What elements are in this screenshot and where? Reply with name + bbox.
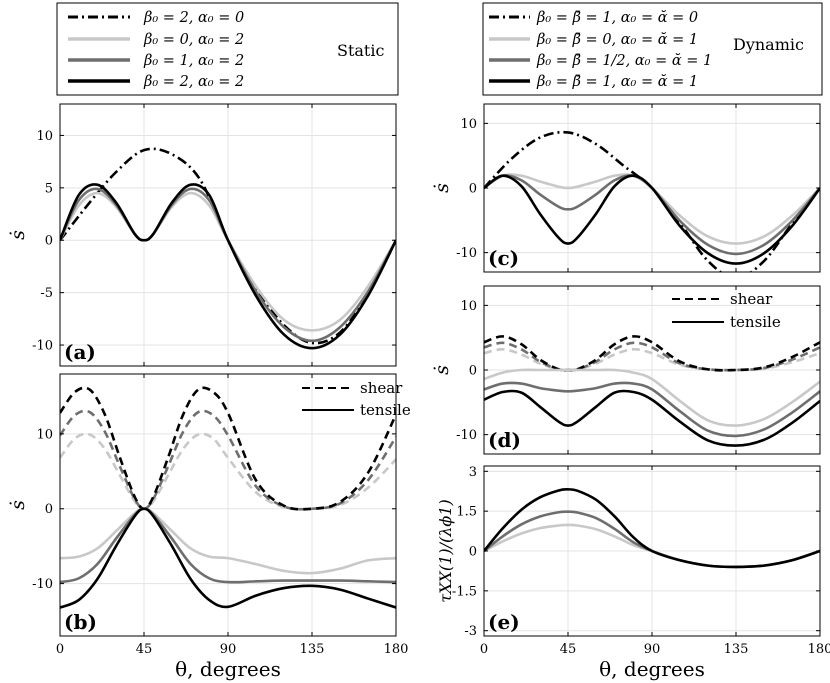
series-d-5 (484, 389, 820, 447)
legend-static: β₀ = 2, α₀ = 0 β₀ = 0, α₀ = 2 β₀ = 1, α₀… (56, 2, 399, 96)
series-b-2 (60, 386, 396, 511)
legend-dynamic-label-1: β₀ = β̆ = 1, α₀ = ᾰ = 0 (536, 10, 698, 26)
series-d-0 (484, 348, 820, 372)
series-c-2 (484, 174, 820, 256)
legend-static-label-3: β₀ = 1, α₀ = 2 (143, 53, 244, 69)
panel-label-d: (d) (488, 428, 521, 452)
ylabel-c: ṡ (431, 183, 453, 193)
ylabel-d: ṡ (431, 365, 453, 375)
ytick-label-b-1: 0 (45, 502, 53, 517)
series-a-2 (60, 187, 396, 343)
series-e-2 (484, 488, 820, 569)
ytick-label-b-2: 10 (36, 427, 53, 442)
ytick-label-a-3: 5 (45, 181, 53, 196)
annotation-d-1: tensile (730, 313, 781, 331)
ytick-label-d-0: -10 (456, 428, 477, 443)
xtick-label-e-2: 90 (644, 642, 661, 657)
series-a-0 (60, 147, 396, 345)
series-d-2 (484, 335, 820, 372)
legend-static-label-2: β₀ = 0, α₀ = 2 (143, 32, 244, 48)
ytick-label-e-0: -3 (464, 624, 477, 639)
xtick-label-e-3: 135 (724, 642, 749, 657)
ytick-label-e-3: 1.5 (456, 505, 477, 520)
ytick-label-d-1: 0 (469, 364, 477, 379)
panel-c: -10 0 10 (c) ṡ (431, 103, 821, 273)
annotation-b-1: tensile (360, 401, 411, 419)
xtick-label-b-0: 0 (56, 642, 64, 657)
series-a-1 (60, 191, 396, 332)
panel-e: 0 45 90 135 180 -3 -1.5 0 1.5 3 (e) τXX(1)/(λϕ1) θ, … (436, 465, 830, 681)
xtick-label-b-2: 90 (220, 642, 237, 657)
series-d-3 (484, 368, 820, 427)
xtick-label-b-4: 180 (384, 642, 409, 657)
ytick-label-a-0: -10 (32, 339, 53, 354)
ytick-label-d-2: 10 (460, 299, 477, 314)
series-a-3 (60, 183, 396, 350)
ylabel-e: τXX(1)/(λϕ1) (436, 499, 455, 602)
legend-dynamic-label-4: β₀ = β̆ = 1, α₀ = ᾰ = 1 (536, 74, 698, 90)
xtick-label-b-3: 135 (300, 642, 325, 657)
panel-a: -10 -5 0 5 10 (a) ṡ (7, 103, 397, 367)
ylabel-b: ṡ (7, 500, 29, 510)
legend-static-label-1: β₀ = 2, α₀ = 0 (143, 10, 244, 26)
ytick-label-a-1: -5 (40, 286, 53, 301)
annotation-b-0: shear (360, 379, 403, 397)
ytick-label-b-0: -10 (32, 577, 53, 592)
panel-label-e: (e) (488, 610, 520, 634)
legend-dynamic-label-3: β₀ = β̆ = 1/2, α₀ = ᾰ = 1 (536, 53, 712, 69)
ytick-label-e-4: 3 (469, 465, 477, 480)
panel-label-b: (b) (64, 610, 97, 634)
panel-b: 0 45 90 135 180 -10 0 10 (b) ṡ θ, degrees shear tens… (7, 373, 411, 681)
ytick-label-c-0: -10 (456, 246, 477, 261)
xtick-label-e-0: 0 (480, 642, 488, 657)
panel-label-a: (a) (64, 340, 96, 364)
chart-panels: -10 -5 0 5 10 (a) ṡ 0 45 90 135 180 -10 0 10 (b) ṡ θ, deg… (7, 103, 830, 681)
series-b-4 (60, 507, 396, 584)
legend-dynamic-title: Dynamic (733, 35, 804, 54)
ytick-label-e-1: -1.5 (452, 584, 477, 599)
xtick-label-e-1: 45 (560, 642, 577, 657)
ytick-label-a-4: 10 (36, 129, 53, 144)
legend-static-label-4: β₀ = 2, α₀ = 2 (143, 74, 244, 90)
series-c-1 (484, 173, 820, 245)
series-d-4 (484, 381, 820, 438)
series-b-3 (60, 507, 396, 575)
annotation-d-0: shear (730, 290, 773, 308)
xlabel-e: θ, degrees (599, 657, 705, 681)
series-c-3 (484, 174, 820, 265)
xlabel-b: θ, degrees (175, 657, 281, 681)
ytick-label-a-2: 0 (45, 234, 53, 249)
legend-static-title: Static (337, 41, 384, 60)
ytick-label-c-2: 10 (460, 117, 477, 132)
ytick-label-c-1: 0 (469, 182, 477, 197)
panel-d: -10 0 10 (d) ṡ shear tensile (431, 285, 821, 455)
legend-dynamic-label-2: β₀ = β̆ = 0, α₀ = ᾰ = 1 (536, 32, 698, 48)
panel-label-c: (c) (488, 246, 519, 270)
legend-dynamic-frame (482, 2, 823, 96)
xtick-label-b-1: 45 (136, 642, 153, 657)
ylabel-a: ṡ (7, 230, 29, 240)
ytick-label-e-2: 0 (469, 545, 477, 560)
xtick-label-e-4: 180 (808, 642, 830, 657)
legend-dynamic: β₀ = β̆ = 1, α₀ = ᾰ = 0 β₀ = β̆ = 0, α₀ … (482, 2, 823, 96)
series-b-1 (60, 409, 396, 511)
series-b-5 (60, 507, 396, 609)
